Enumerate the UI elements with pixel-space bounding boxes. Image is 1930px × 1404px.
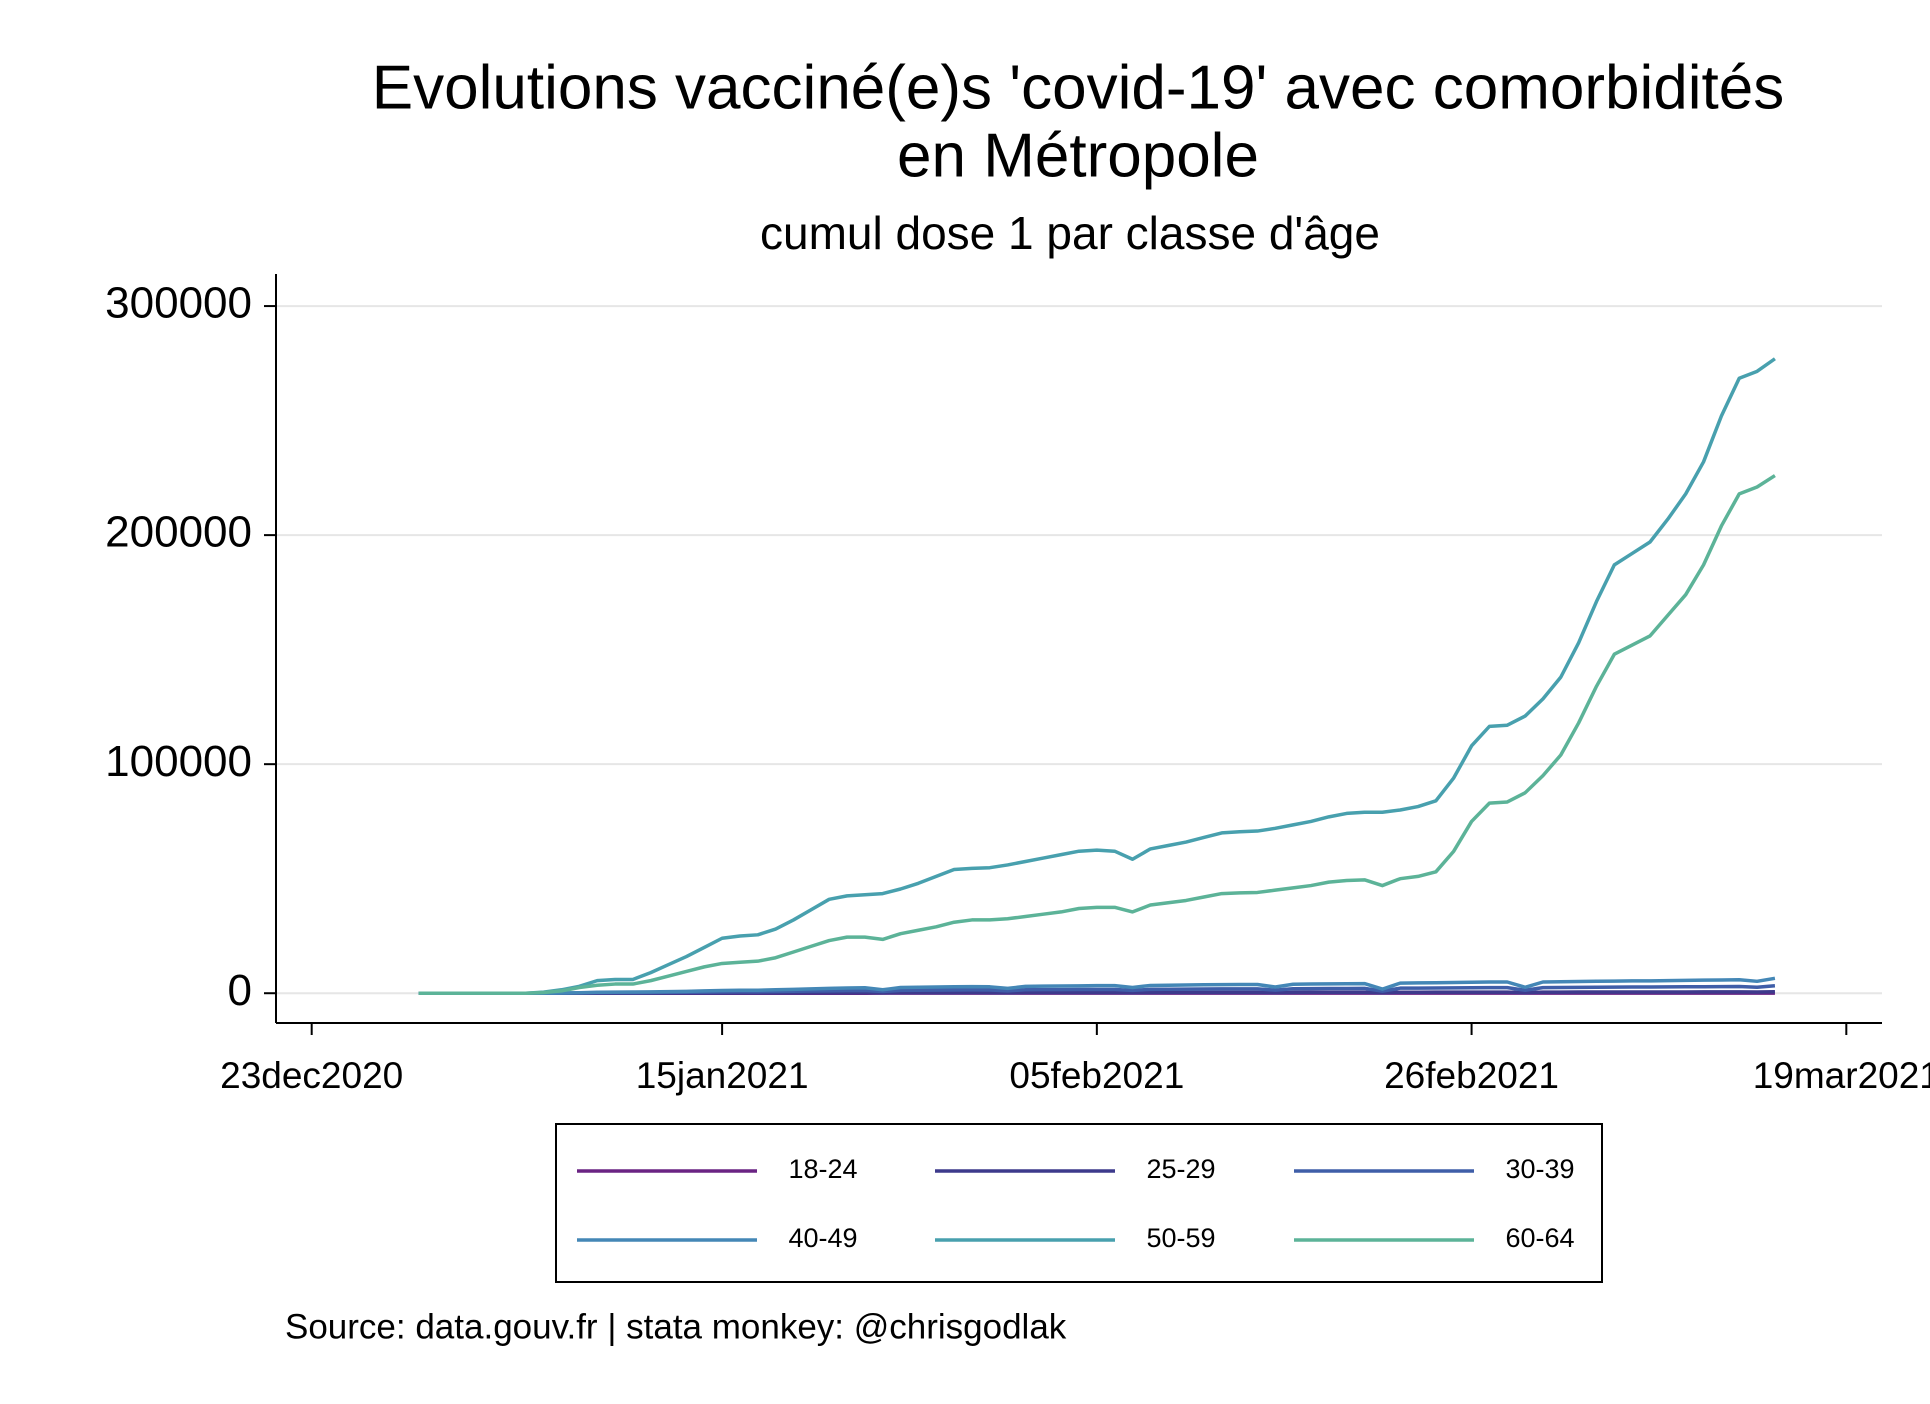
legend-label: 50-59	[1146, 1223, 1215, 1253]
chart-title: Evolutions vacciné(e)s 'covid-19' avec c…	[372, 53, 1784, 122]
y-tick-label: 200000	[105, 508, 252, 557]
y-tick-label: 100000	[105, 737, 252, 786]
x-tick-label: 19mar2021	[1753, 1055, 1930, 1096]
source-note: Source: data.gouv.fr | stata monkey: @ch…	[285, 1307, 1067, 1346]
legend-label: 25-29	[1146, 1154, 1215, 1184]
y-tick-label: 300000	[105, 279, 252, 328]
series-line	[418, 976, 1776, 995]
series-line	[418, 357, 1776, 995]
legend-label: 30-39	[1505, 1154, 1574, 1184]
legend-label: 60-64	[1505, 1223, 1574, 1253]
x-tick-label: 05feb2021	[1009, 1055, 1184, 1096]
x-tick-label: 23dec2020	[220, 1055, 403, 1096]
chart-subtitle: cumul dose 1 par classe d'âge	[760, 207, 1380, 259]
y-tick-label: 0	[228, 966, 252, 1015]
legend-label: 40-49	[788, 1223, 857, 1253]
legend-label: 18-24	[788, 1154, 857, 1184]
chart-title: en Métropole	[897, 121, 1259, 190]
legend-box	[555, 1123, 1603, 1283]
series-line	[418, 474, 1776, 995]
x-tick-label: 15jan2021	[636, 1055, 809, 1096]
x-tick-label: 26feb2021	[1384, 1055, 1559, 1096]
